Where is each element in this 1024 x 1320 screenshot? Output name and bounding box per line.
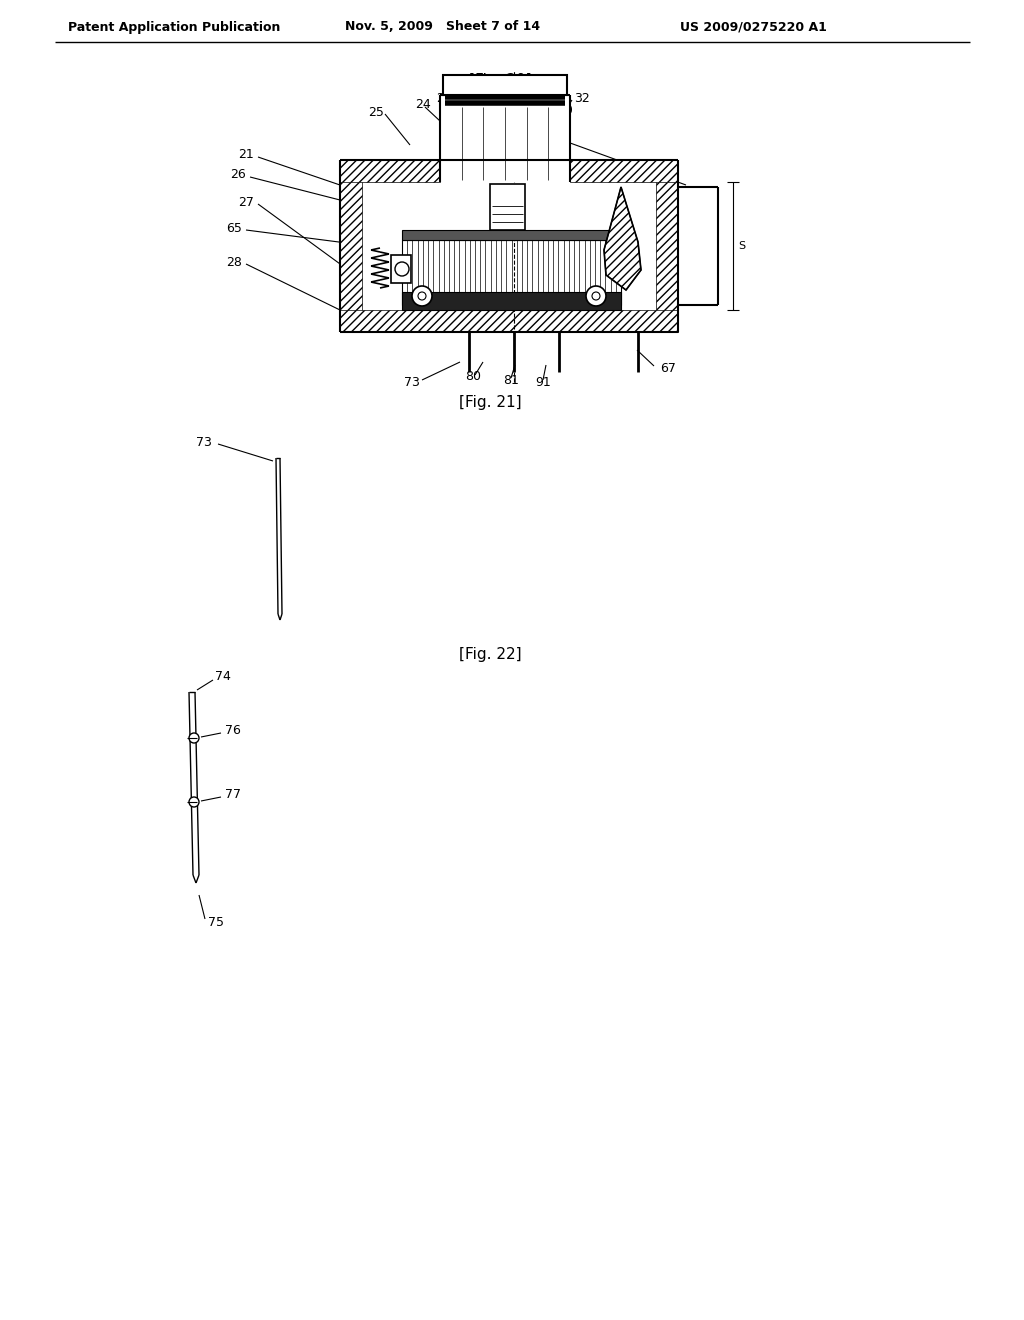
- Text: 74: 74: [215, 671, 230, 684]
- Bar: [402, 240, 621, 305]
- Text: 25: 25: [368, 106, 384, 119]
- Text: Patent Application Publication: Patent Application Publication: [68, 21, 281, 33]
- Text: [Fig. 20]: [Fig. 20]: [469, 73, 531, 87]
- Text: 80: 80: [465, 371, 481, 384]
- Text: 77: 77: [225, 788, 241, 800]
- Circle shape: [592, 292, 600, 300]
- Bar: [340, 160, 440, 182]
- Bar: [656, 160, 678, 333]
- Text: 67: 67: [660, 362, 676, 375]
- Text: Nov. 5, 2009   Sheet 7 of 14: Nov. 5, 2009 Sheet 7 of 14: [345, 21, 540, 33]
- Bar: [490, 183, 525, 230]
- Circle shape: [412, 286, 432, 306]
- Text: 91: 91: [535, 375, 551, 388]
- Bar: [443, 75, 567, 95]
- Text: 24: 24: [415, 99, 431, 111]
- Text: 30: 30: [528, 117, 544, 131]
- Text: S: S: [738, 242, 745, 251]
- Text: 76: 76: [225, 723, 241, 737]
- Circle shape: [189, 797, 199, 807]
- Text: 90: 90: [557, 103, 572, 116]
- Text: US 2009/0275220 A1: US 2009/0275220 A1: [680, 21, 826, 33]
- Text: 29: 29: [436, 91, 452, 104]
- Text: 65: 65: [226, 222, 242, 235]
- Circle shape: [189, 733, 199, 743]
- Bar: [391, 255, 411, 282]
- Circle shape: [586, 286, 606, 306]
- Polygon shape: [604, 187, 641, 290]
- Text: 32: 32: [574, 91, 590, 104]
- Bar: [340, 160, 678, 333]
- Text: [Fig. 21]: [Fig. 21]: [459, 395, 521, 409]
- Text: 73: 73: [404, 375, 420, 388]
- Text: 73: 73: [196, 436, 212, 449]
- Bar: [402, 230, 621, 240]
- Circle shape: [395, 261, 409, 276]
- Text: 75: 75: [208, 916, 224, 929]
- Text: 26: 26: [230, 169, 246, 181]
- Bar: [340, 160, 362, 333]
- Text: 28: 28: [226, 256, 242, 268]
- Bar: [340, 310, 678, 333]
- Text: 81: 81: [503, 374, 519, 387]
- Text: 27: 27: [238, 195, 254, 209]
- Bar: [570, 160, 678, 182]
- Bar: [362, 182, 656, 310]
- Bar: [402, 292, 621, 310]
- Text: 21: 21: [238, 149, 254, 161]
- Bar: [440, 95, 570, 182]
- Text: [Fig. 22]: [Fig. 22]: [459, 648, 521, 663]
- Circle shape: [418, 292, 426, 300]
